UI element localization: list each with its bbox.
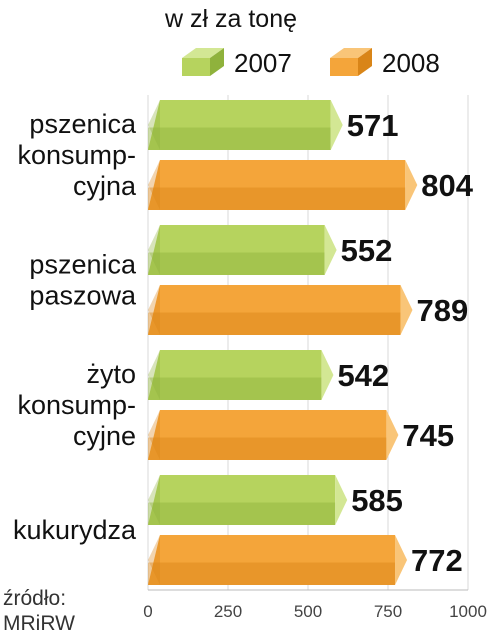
value-label-2008-2: 745 [402, 418, 454, 453]
bar-tip [400, 285, 413, 335]
x-tick-label-250: 250 [214, 602, 242, 621]
bar-shade [148, 502, 336, 525]
x-tick-label-0: 0 [143, 602, 152, 621]
bar-tip [335, 475, 348, 525]
category-label-1-1: paszowa [29, 281, 137, 311]
bar-face [148, 350, 322, 400]
legend-label-2007: 2007 [234, 48, 292, 78]
legend-swatch-front [330, 58, 358, 76]
bar-tip [386, 410, 399, 460]
bar-bevel [148, 100, 160, 150]
bar-tip [324, 225, 337, 275]
legend-swatch-front [182, 58, 210, 76]
source-name: MRiRW [3, 612, 75, 635]
source-label: źródło: [3, 587, 66, 610]
bar-bevel [148, 225, 160, 275]
bar-face [148, 160, 406, 210]
bar-face [148, 100, 331, 150]
bar-shade [148, 252, 325, 275]
bar-2007-3: 585 [148, 475, 403, 525]
bar-bevel [148, 535, 160, 585]
legend-swatch-side [358, 48, 372, 76]
bar-tip [405, 160, 418, 210]
category-label-1-0: pszenica [29, 250, 137, 280]
bar-bevel [148, 410, 160, 460]
value-label-2008-0: 804 [421, 168, 473, 203]
x-tick-label-750: 750 [374, 602, 402, 621]
bar-2007-2: 542 [148, 350, 389, 400]
bar-bevel [148, 350, 160, 400]
legend-label-2008: 2008 [382, 48, 440, 78]
bar-tip [395, 535, 408, 585]
bar-2007-0: 571 [148, 100, 398, 150]
bar-bevel [148, 475, 160, 525]
legend: 2007 2008 [182, 48, 440, 78]
bar-tip [330, 100, 343, 150]
value-label-2008-3: 772 [411, 543, 463, 578]
bar-shade [148, 437, 387, 460]
bar-2008-2: 745 [148, 410, 454, 460]
bar-shade [148, 377, 322, 400]
value-label-2007-2: 542 [337, 358, 389, 393]
bar-face [148, 535, 396, 585]
bars: 571 552 542 585 804 789 745 772 [148, 100, 474, 585]
bar-bevel [148, 285, 160, 335]
bar-2007-1: 552 [148, 225, 392, 275]
bar-2008-3: 772 [148, 535, 463, 585]
x-tick-label-500: 500 [294, 602, 322, 621]
bar-shade [148, 127, 331, 150]
value-label-2007-0: 571 [347, 108, 399, 143]
legend-item-2007: 2007 [182, 48, 292, 78]
bar-shade [148, 312, 401, 335]
unit-label: w zł za tonę [164, 5, 297, 33]
category-label-0-0: pszenica [29, 109, 137, 139]
bar-face [148, 410, 387, 460]
category-label-0-2: cyjna [73, 171, 137, 201]
category-label-0-1: konsump- [17, 140, 136, 170]
value-label-2007-3: 585 [351, 483, 403, 518]
category-label-2-1: konsump- [17, 390, 136, 420]
category-labels: pszenicakonsump-cyjnapszenicapaszoważyto… [13, 109, 137, 545]
bar-face [148, 285, 401, 335]
legend-swatch-side [210, 48, 224, 76]
category-label-2-0: żyto [86, 359, 136, 389]
value-label-2007-1: 552 [341, 233, 393, 268]
value-label-2008-1: 789 [416, 293, 468, 328]
category-label-3-0: kukurydza [13, 515, 137, 545]
category-label-2-2: cyjne [73, 421, 136, 451]
x-tick-label-1000: 1000 [449, 602, 487, 621]
legend-item-2008: 2008 [330, 48, 440, 78]
bar-2008-1: 789 [148, 285, 468, 335]
bar-tip [321, 350, 334, 400]
bar-face [148, 225, 325, 275]
x-axis-ticks: 0 250 500 750 1000 [143, 602, 487, 621]
bar-shade [148, 562, 396, 585]
bar-2008-0: 804 [148, 160, 474, 210]
bar-shade [148, 187, 406, 210]
bar-bevel [148, 160, 160, 210]
bar-face [148, 475, 336, 525]
